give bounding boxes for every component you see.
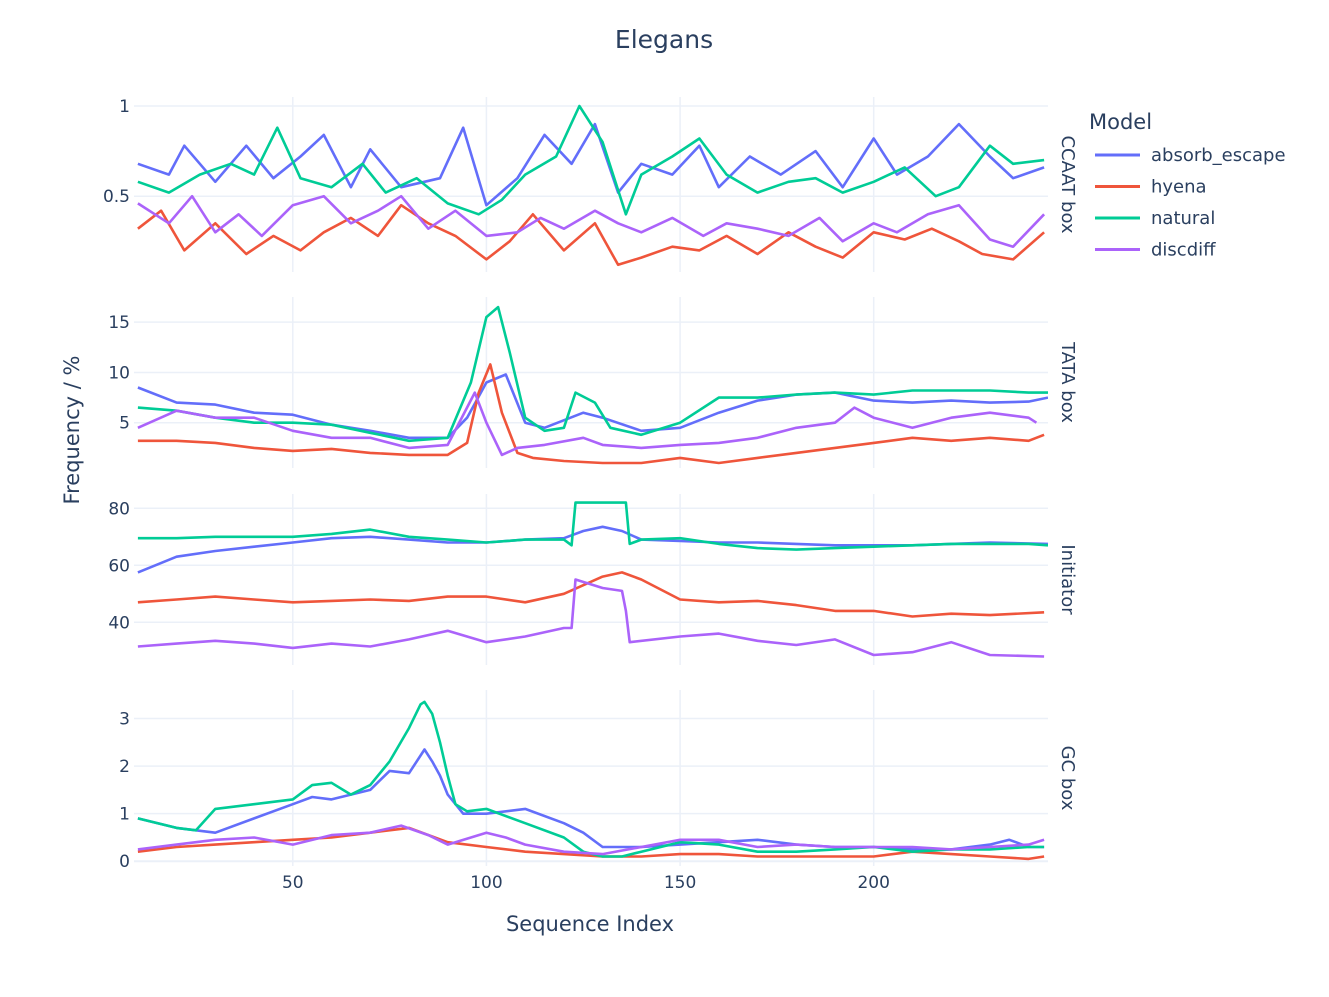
legend-label-discdiff[interactable]: discdiff [1151, 240, 1216, 261]
panel-1: 5 10 15 TATA box [108, 297, 1078, 468]
series-line-absorb_escape [137, 525, 1048, 574]
y-tick-label: 10 [108, 363, 130, 383]
x-axis-title: Sequence Index [506, 912, 674, 936]
y-tick-label: 40 [108, 613, 130, 633]
y-tick-label: 5 [119, 414, 130, 434]
series-line-absorb_escape [137, 373, 1048, 440]
legend-label-natural[interactable]: natural [1151, 208, 1215, 229]
y-tick-label: 0 [119, 852, 130, 872]
y-tick-label: 1 [119, 805, 130, 825]
series-line-absorb_escape [137, 122, 1045, 207]
panel-2: 40 60 80 Initiator [108, 494, 1078, 665]
series-line-absorb_escape [137, 748, 1045, 851]
y-tick-label: 3 [119, 710, 130, 730]
series-line-discdiff [137, 824, 1045, 856]
x-tick-label: 150 [664, 873, 696, 893]
x-tick-label: 100 [470, 873, 502, 893]
x-tick-label: 50 [282, 873, 304, 893]
panel-3: 0 1 2 3 GC box [119, 690, 1078, 872]
panel-label: CCAAT box [1057, 135, 1078, 233]
y-tick-label: 60 [108, 556, 130, 576]
panel-label: TATA box [1057, 341, 1078, 423]
y-tick-label: 15 [108, 313, 130, 333]
x-tick-label: 200 [857, 873, 889, 893]
series-line-hyena [137, 203, 1045, 267]
y-tick-label: 0.5 [103, 187, 130, 207]
panel-label: Initiator [1057, 544, 1078, 615]
legend-label-absorb_escape[interactable]: absorb_escape [1151, 145, 1286, 166]
series-line-natural [137, 700, 1045, 858]
series-line-natural [137, 104, 1045, 216]
panel-0: 0.5 1 CCAAT box [103, 97, 1078, 272]
y-tick-label: 2 [119, 757, 130, 777]
series-line-natural [137, 501, 1048, 551]
panel-label: GC box [1057, 746, 1078, 811]
legend-title: Model [1089, 110, 1152, 134]
series-line-natural [137, 305, 1048, 443]
legend-label-hyena[interactable]: hyena [1151, 177, 1207, 198]
y-tick-label: 80 [108, 499, 130, 519]
y-tick-label: 1 [119, 97, 130, 117]
series-line-hyena [137, 363, 1045, 465]
chart-title: Elegans [615, 25, 713, 54]
series-line-discdiff [137, 391, 1038, 457]
y-axis-title: Frequency / % [60, 356, 84, 505]
series-line-hyena [137, 571, 1045, 618]
series-line-discdiff [137, 578, 1045, 658]
series-line-discdiff [137, 194, 1046, 248]
